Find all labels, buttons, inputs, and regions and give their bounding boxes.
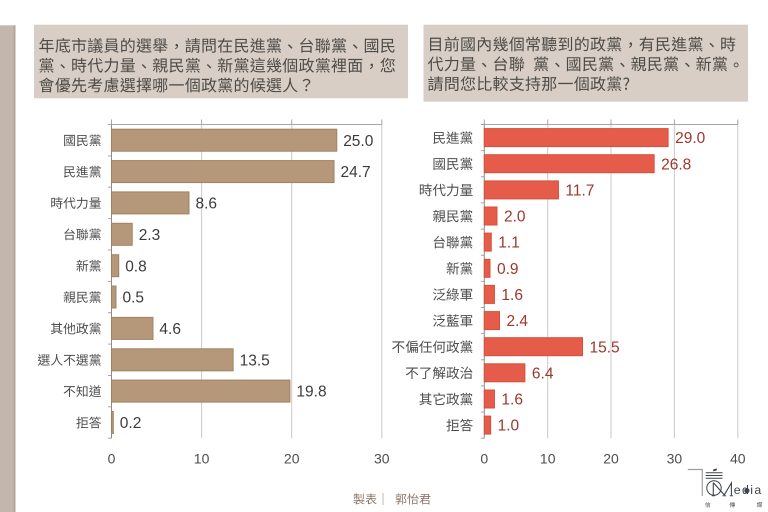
svg-text:4.6: 4.6 — [159, 321, 181, 338]
svg-text:8.6: 8.6 — [196, 196, 218, 213]
svg-text:20: 20 — [284, 451, 300, 467]
svg-text:29.0: 29.0 — [675, 130, 706, 147]
svg-text:1.0: 1.0 — [498, 418, 520, 435]
svg-text:0: 0 — [108, 451, 116, 467]
svg-text:0.5: 0.5 — [123, 290, 145, 307]
svg-text:1.1: 1.1 — [498, 235, 520, 252]
svg-text:0: 0 — [480, 451, 488, 467]
svg-text:19.8: 19.8 — [296, 384, 326, 401]
svg-text:25.0: 25.0 — [343, 133, 374, 150]
svg-text:30: 30 — [667, 451, 683, 467]
svg-text:2.4: 2.4 — [507, 313, 529, 330]
svg-text:40: 40 — [730, 451, 746, 467]
svg-text:10: 10 — [540, 451, 556, 467]
svg-text:6.4: 6.4 — [532, 365, 554, 382]
svg-text:1.6: 1.6 — [501, 392, 523, 409]
svg-text:20: 20 — [603, 451, 619, 467]
svg-text:11.7: 11.7 — [565, 183, 594, 200]
svg-text:2.0: 2.0 — [504, 209, 526, 226]
svg-text:13.5: 13.5 — [240, 352, 270, 369]
svg-text:10: 10 — [194, 451, 210, 467]
svg-text:0.9: 0.9 — [497, 261, 519, 278]
svg-text:1.6: 1.6 — [501, 287, 523, 304]
svg-text:30: 30 — [374, 451, 390, 467]
svg-text:15.5: 15.5 — [590, 339, 620, 356]
svg-text:0.2: 0.2 — [120, 415, 142, 432]
svg-text:2.3: 2.3 — [139, 227, 161, 244]
svg-text:24.7: 24.7 — [341, 164, 371, 181]
svg-text:0.8: 0.8 — [125, 258, 147, 275]
svg-text:26.8: 26.8 — [661, 156, 691, 173]
